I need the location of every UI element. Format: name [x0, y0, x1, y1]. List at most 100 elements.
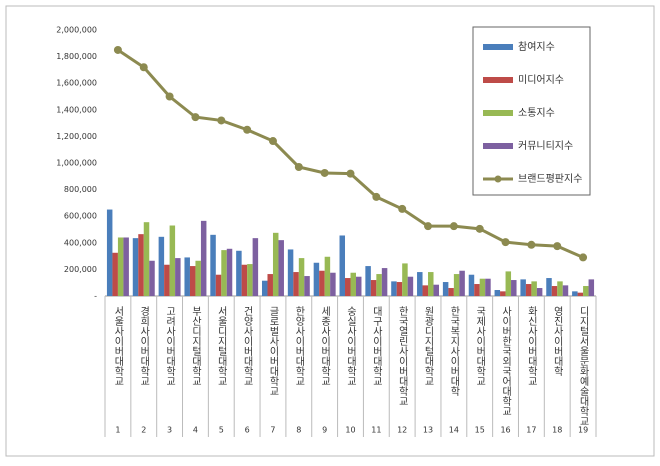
- rank-label: 14: [449, 426, 459, 435]
- rank-label: 4: [193, 426, 198, 435]
- rank-label: 2: [141, 426, 146, 435]
- y-tick-label: 800,000: [64, 185, 97, 194]
- x-tick-label: 건양사이버대학교: [241, 306, 253, 386]
- line-marker: [320, 168, 329, 177]
- bar: [175, 258, 181, 296]
- y-tick-label: 1,000,000: [56, 159, 97, 168]
- bar: [313, 262, 320, 296]
- bar: [500, 291, 506, 296]
- line-marker: [527, 240, 536, 249]
- bar: [252, 238, 259, 296]
- bar: [583, 286, 589, 296]
- bar: [551, 286, 558, 296]
- line-marker: [243, 125, 252, 134]
- bar: [407, 276, 414, 296]
- bar: [453, 274, 460, 296]
- line-marker: [475, 224, 484, 233]
- bar: [442, 282, 449, 296]
- line-marker: [165, 92, 174, 101]
- y-tick-label: 1,600,000: [56, 79, 97, 88]
- x-tick-label: 사이버한국외국어대학교: [500, 306, 512, 416]
- bar: [365, 266, 371, 296]
- x-tick-label: 한국복지사이버대학: [448, 306, 460, 397]
- bar: [562, 285, 569, 296]
- legend-label: 브랜드평판지수: [518, 173, 582, 185]
- bar: [428, 272, 434, 296]
- x-tick-label: 대구사이버대학교: [370, 306, 382, 386]
- x-tick-label: 글로벌사이버대학교: [267, 306, 279, 396]
- bar: [123, 237, 129, 296]
- bar: [479, 278, 486, 296]
- bar: [169, 225, 176, 296]
- y-tick-label: 1,800,000: [56, 52, 97, 61]
- bar: [298, 258, 305, 296]
- line-marker: [217, 116, 226, 125]
- bar: [381, 268, 388, 296]
- rank-label: 10: [345, 426, 355, 435]
- bar: [417, 272, 423, 296]
- bar: [278, 240, 284, 296]
- bar: [247, 264, 253, 296]
- bar: [422, 285, 429, 296]
- bar: [261, 280, 268, 296]
- legend-label: 소통지수: [518, 107, 555, 119]
- bar: [304, 276, 310, 296]
- bar: [287, 249, 294, 296]
- legend-swatch: [494, 175, 502, 183]
- line-marker: [113, 45, 122, 54]
- legend-swatch: [483, 143, 513, 149]
- x-tick-label: 국제사이버대학교: [474, 306, 486, 386]
- bar: [226, 248, 233, 296]
- line-marker: [449, 222, 458, 231]
- bar: [267, 274, 273, 296]
- bar: [525, 284, 532, 296]
- line-marker: [294, 162, 303, 171]
- bar: [459, 270, 465, 296]
- rank-label: 13: [423, 426, 433, 435]
- rank-label: 12: [397, 426, 407, 435]
- rank-label: 9: [322, 426, 327, 435]
- bar: [468, 274, 475, 296]
- x-tick-label: 숭실사이버대학교: [345, 306, 357, 386]
- line-marker: [398, 204, 407, 213]
- line-marker: [268, 137, 277, 146]
- bar: [195, 260, 201, 296]
- line-marker: [139, 63, 148, 72]
- bar: [396, 282, 403, 296]
- bar: [511, 280, 517, 296]
- bar: [505, 271, 512, 296]
- bar: [272, 232, 279, 296]
- bar: [345, 278, 351, 296]
- x-tick-label: 화신사이버대학교: [525, 306, 537, 386]
- x-tick-label: 한양사이버대학교: [293, 306, 305, 386]
- bar: [433, 284, 440, 296]
- line-marker: [424, 222, 433, 231]
- bar: [376, 274, 382, 296]
- rank-label: 7: [270, 426, 275, 435]
- bar: [448, 288, 454, 296]
- legend-label: 미디어지수: [518, 74, 564, 86]
- x-tick-label: 디지털서울문화예술대학교: [577, 306, 589, 426]
- bar: [319, 270, 325, 296]
- bar: [391, 281, 397, 296]
- x-tick-label: 세종사이버대학교: [319, 306, 331, 386]
- bar: [132, 238, 139, 296]
- bar: [164, 264, 170, 296]
- bar: [200, 220, 207, 296]
- rank-label: 18: [552, 426, 562, 435]
- legend-swatch: [483, 110, 513, 116]
- x-tick-label: 서울사이버대학교: [112, 306, 124, 386]
- x-tick-label: 서울디지털대학교: [215, 306, 227, 386]
- line-marker: [346, 169, 355, 178]
- y-tick-label: 2,000,000: [56, 26, 97, 35]
- line-marker: [579, 253, 588, 262]
- rank-label: 6: [245, 426, 250, 435]
- y-tick-label: 200,000: [64, 265, 97, 274]
- x-tick-label: 원광디지털대학교: [422, 306, 434, 386]
- bar: [330, 272, 336, 296]
- y-tick-label: -: [94, 292, 97, 301]
- bar: [546, 278, 552, 296]
- bar: [215, 274, 222, 296]
- bar: [112, 252, 118, 296]
- bar: [577, 292, 584, 296]
